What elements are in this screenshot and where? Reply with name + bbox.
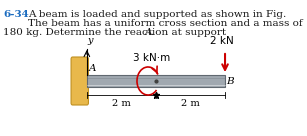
Text: A beam is loaded and supported as shown in Fig.: A beam is loaded and supported as shown … — [29, 10, 287, 19]
Text: 6-34: 6-34 — [3, 10, 29, 19]
Text: A: A — [89, 64, 97, 73]
Text: A: A — [145, 28, 153, 37]
FancyBboxPatch shape — [71, 57, 88, 105]
Text: 2 m: 2 m — [112, 99, 131, 108]
Text: The beam has a uniform cross section and a mass of: The beam has a uniform cross section and… — [29, 19, 303, 28]
Bar — [87, 75, 225, 87]
Text: 2 kN: 2 kN — [210, 36, 234, 46]
Text: .: . — [150, 28, 153, 37]
Text: y: y — [87, 36, 93, 45]
Text: B: B — [227, 76, 234, 86]
Text: 180 kg. Determine the reaction at support: 180 kg. Determine the reaction at suppor… — [3, 28, 230, 37]
Text: 3 kN·m: 3 kN·m — [133, 53, 170, 63]
Text: 2 m: 2 m — [181, 99, 200, 108]
